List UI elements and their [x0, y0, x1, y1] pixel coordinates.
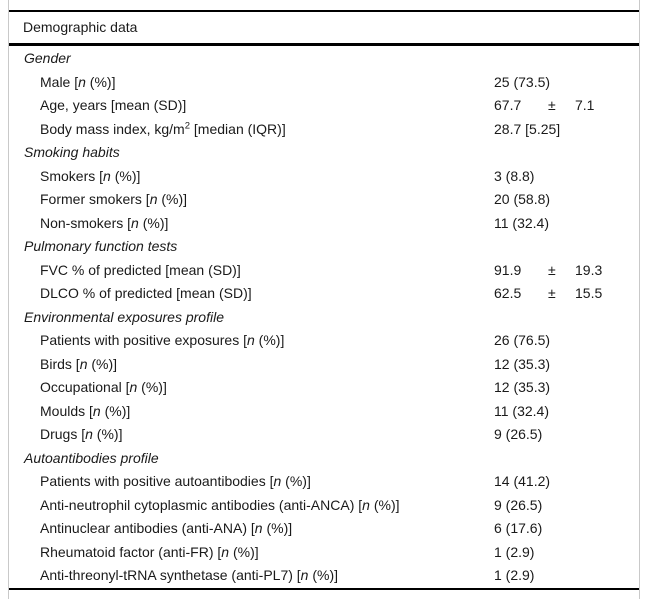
row-label: Former smokers [n (%)] [40, 191, 188, 207]
table-row: FVC % of predicted [mean (SD)] 91.9 ±19.3 [9, 259, 639, 283]
row-label: DLCO % of predicted [mean (SD)] [40, 285, 252, 301]
row-value: 26 (76.5) [494, 332, 551, 348]
section-header: Environmental exposures profile [24, 308, 224, 325]
table-row: Smokers [n (%)] 3 (8.8) [9, 165, 639, 189]
row-label: Patients with positive autoantibodies [n… [40, 473, 311, 489]
row-label: Male [n (%)] [40, 73, 116, 90]
table-row: Birds [n (%)] 12 (35.3) [9, 353, 639, 377]
table-row: Male [n (%)] 25 (73.5) [9, 71, 639, 95]
row-value: 1 (2.9) [494, 567, 535, 583]
row-value-sd: 15.5 [575, 285, 603, 301]
row-label: Occupational [n (%)] [40, 379, 167, 395]
table-body: Gender Male [n (%)] 25 (73.5) Age, years [m… [9, 46, 639, 590]
table-row: Rheumatoid factor (anti-FR) [n (%)] 1 (2.… [9, 541, 639, 565]
paper-table-figure: Demographic data Gender Male [n (%)] 25 (7… [8, 0, 640, 599]
section-header: Smoking habits [24, 144, 120, 160]
row-value: 6 (17.6) [494, 520, 543, 536]
row-value: 12 (35.3) [494, 379, 551, 395]
table-row: Non-smokers [n (%)] 11 (32.4) [9, 212, 639, 236]
plus-minus: ± [548, 261, 556, 278]
row-value: 91.9 ±19.3 [494, 259, 602, 283]
row-value: 12 (35.3) [494, 355, 551, 372]
row-value: 67.7 ±7.1 [494, 94, 594, 118]
row-label: Antinuclear antibodies (anti-ANA) [n (%)… [40, 520, 293, 536]
row-value-sd: 7.1 [575, 97, 595, 113]
row-value: 25 (73.5) [494, 73, 551, 90]
row-label: Birds [n (%)] [40, 355, 118, 372]
demographics-table: Demographic data Gender Male [n (%)] 25 (7… [9, 10, 639, 590]
row-value: 3 (8.8) [494, 167, 535, 184]
table-row: DLCO % of predicted [mean (SD)] 62.5 ±15.5 [9, 282, 639, 306]
row-value: 9 (26.5) [494, 496, 543, 513]
row-label: Moulds [n (%)] [40, 402, 131, 419]
table-row: Moulds [n (%)] 11 (32.4) [9, 400, 639, 424]
table-row: Occupational [n (%)] 12 (35.3) [9, 376, 639, 400]
row-label: Rheumatoid factor (anti-FR) [n (%)] [40, 543, 259, 560]
row-label: Age, years [mean (SD)] [40, 97, 187, 113]
table-title: Demographic data [9, 10, 639, 46]
row-value: 9 (26.5) [494, 426, 543, 442]
row-label: Drugs [n (%)] [40, 426, 123, 442]
section-header: Gender [24, 50, 71, 66]
row-label: Anti-neutrophil cytoplasmic antibodies (… [40, 496, 400, 513]
row-label: Anti-threonyl-tRNA synthetase (anti-PL7)… [40, 567, 339, 583]
table-row: Patients with positive autoantibodies [n… [9, 470, 639, 494]
row-value: 11 (32.4) [494, 402, 549, 419]
plus-minus: ± [548, 97, 556, 113]
table-row: Patients with positive exposures [n (%)]… [9, 329, 639, 353]
row-value: 62.5 ±15.5 [494, 282, 602, 306]
plus-minus: ± [548, 285, 556, 301]
row-value: 20 (58.8) [494, 191, 551, 207]
row-label: Patients with positive exposures [n (%)] [40, 332, 285, 348]
row-label: Non-smokers [n (%)] [40, 214, 169, 231]
row-label: FVC % of predicted [mean (SD)] [40, 261, 241, 278]
table-row: Body mass index, kg/m2 [median (IQR)] 28.… [9, 118, 639, 142]
table-row: Anti-threonyl-tRNA synthetase (anti-PL7)… [9, 564, 639, 588]
row-value: 1 (2.9) [494, 543, 535, 560]
table-row: Anti-neutrophil cytoplasmic antibodies (… [9, 494, 639, 518]
section-header: Pulmonary function tests [24, 238, 178, 254]
row-value-mean: 67.7 [494, 97, 522, 113]
row-value-mean: 91.9 [494, 261, 522, 278]
row-value: 11 (32.4) [494, 214, 549, 231]
row-value-sd: 19.3 [575, 261, 603, 278]
row-label: Body mass index, kg/m2 [median (IQR)] [40, 119, 286, 137]
table-row: Antinuclear antibodies (anti-ANA) [n (%)… [9, 517, 639, 541]
row-value: 14 (41.2) [494, 473, 551, 489]
row-value-mean: 62.5 [494, 285, 522, 301]
row-value: 28.7 [5.25] [494, 120, 561, 137]
section-header: Autoantibodies profile [24, 449, 159, 466]
table-row: Former smokers [n (%)] 20 (58.8) [9, 188, 639, 212]
row-label: Smokers [n (%)] [40, 167, 141, 184]
table-row: Drugs [n (%)] 9 (26.5) [9, 423, 639, 447]
table-row: Age, years [mean (SD)] 67.7 ±7.1 [9, 94, 639, 118]
